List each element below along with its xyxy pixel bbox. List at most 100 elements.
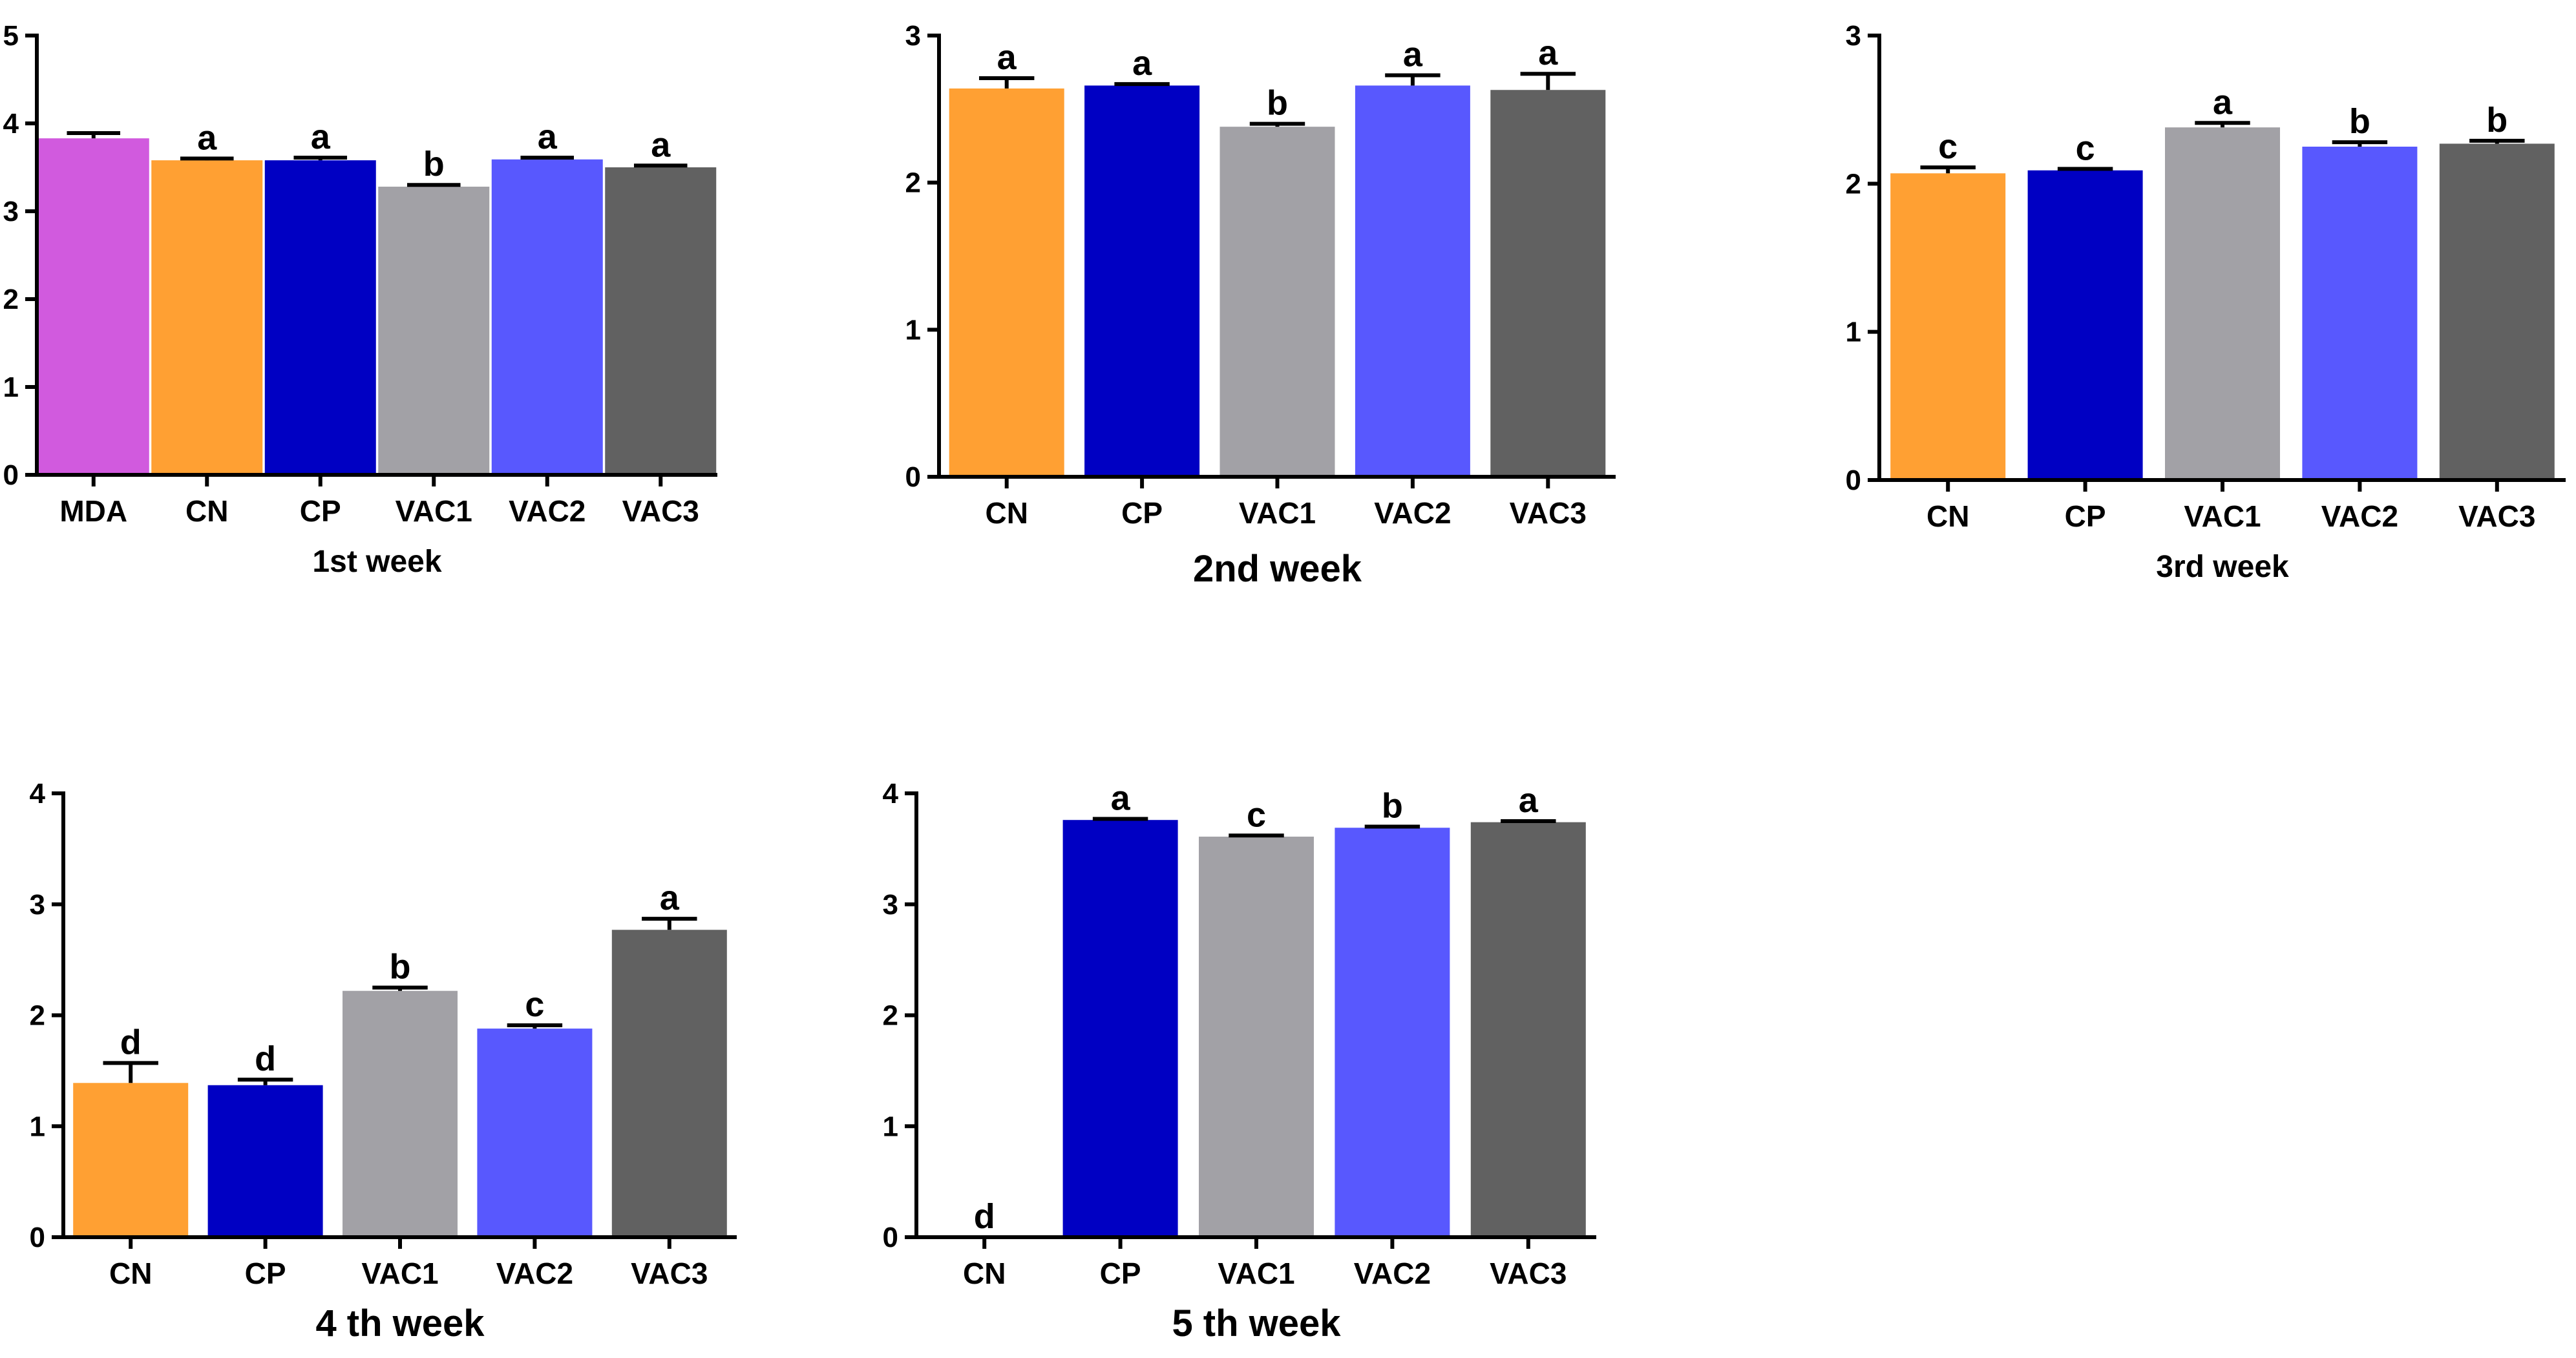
bar-cp: [1062, 820, 1178, 1237]
x-tick-label-cn: CN: [185, 494, 228, 528]
error-bar-cn: [180, 156, 234, 161]
y-tick-label: 4: [3, 108, 19, 140]
significance-label: d: [255, 1039, 276, 1078]
y-tick-label: 3: [905, 20, 921, 52]
error-bar-vac1: [1249, 121, 1305, 127]
error-bar-cn: [103, 1061, 158, 1083]
error-bar-vac1: [406, 183, 461, 187]
chart-panel-5: d a c b a 0 1 2 3 4 CN CP VAC1 VAC2 VAC3 5 th week: [883, 778, 1596, 1344]
bar-cn: [73, 1083, 189, 1237]
chart-panel-3: c c a b b 0 1 2 3 CN CP VAC1 VAC2 VAC3 3rd week: [1846, 20, 2566, 584]
chart-panel-1: a a b a a 0 1 2 3 4 5 MDA CN CP VAC1 VAC2 VAC3 1st week: [3, 20, 717, 579]
significance-label: b: [1267, 84, 1288, 123]
y-tick-label: 3: [3, 196, 19, 227]
significance-label: c: [1247, 795, 1266, 834]
significance-label: b: [2349, 102, 2370, 141]
y-tick-label: 0: [905, 461, 921, 493]
x-tick-label-cn: CN: [1927, 499, 1969, 533]
significance-label: b: [423, 145, 445, 183]
significance-label: a: [538, 118, 558, 156]
bar-vac1: [378, 186, 490, 475]
x-tick-label-cp: CP: [300, 494, 341, 528]
bar-cp: [207, 1085, 323, 1237]
error-bar-vac3: [1501, 819, 1556, 823]
y-tick-label: 2: [30, 1000, 45, 1032]
bar-cp: [1084, 85, 1200, 477]
y-tick-label: 3: [883, 889, 898, 921]
y-tick-label: 2: [883, 1000, 898, 1032]
bar-vac3: [1470, 822, 1586, 1237]
y-tick-label: 1: [905, 314, 921, 346]
y-tick-label: 1: [1846, 317, 1861, 348]
x-tick-label-cp: CP: [245, 1257, 286, 1290]
bar-vac1: [2165, 127, 2280, 481]
bar-vac3: [1490, 90, 1606, 477]
significance-label: a: [1132, 44, 1152, 83]
bar-vac1: [1199, 836, 1314, 1237]
x-tick-label-vac1: VAC1: [2184, 499, 2261, 533]
error-bar-vac3: [633, 163, 688, 168]
error-bar-cn: [978, 76, 1035, 89]
x-tick-label-vac3: VAC3: [622, 494, 699, 528]
bar-cn: [151, 160, 263, 475]
x-tick-label-vac3: VAC3: [1510, 496, 1587, 530]
x-tick-label-vac2: VAC2: [2321, 499, 2398, 533]
x-tick-label-vac3: VAC3: [2458, 499, 2535, 533]
y-tick-label: 1: [3, 371, 19, 403]
significance-label: a: [197, 118, 217, 157]
bar-vac2: [1335, 828, 1450, 1237]
bar-vac3: [2439, 143, 2555, 480]
error-bar-cp: [1092, 817, 1148, 821]
significance-label: a: [651, 125, 671, 164]
x-axis-title: 3rd week: [2156, 550, 2289, 584]
error-bar-vac2: [507, 1023, 563, 1029]
x-tick-label-vac2: VAC2: [1354, 1257, 1431, 1290]
bar-vac3: [605, 167, 717, 475]
bar-vac3: [611, 930, 727, 1237]
error-bar-vac2: [2332, 140, 2388, 147]
bar-cn: [1890, 173, 2006, 480]
y-tick-label: 1: [30, 1111, 45, 1142]
x-axis-title: 4 th week: [315, 1302, 485, 1344]
x-tick-label-mda: MDA: [59, 494, 127, 528]
bar-vac2: [491, 159, 603, 475]
bar-cp: [264, 160, 376, 475]
x-tick-label-vac2: VAC2: [509, 494, 586, 528]
bar-vac2: [1355, 85, 1470, 477]
y-tick-label: 0: [1846, 465, 1861, 496]
chart-panel-2: a a b a a 0 1 2 3 CN CP VAC1 VAC2 VAC3 2nd week: [905, 20, 1616, 590]
bar-vac2: [2302, 147, 2418, 480]
error-bar-vac2: [520, 156, 575, 160]
error-bar-cp: [237, 1078, 293, 1085]
significance-label: a: [311, 118, 331, 156]
significance-label: c: [1938, 127, 1958, 166]
significance-label: d: [120, 1023, 142, 1061]
error-bar-vac3: [2469, 138, 2525, 144]
y-tick-label: 4: [883, 778, 899, 810]
significance-label: c: [2076, 129, 2095, 167]
x-tick-label-cp: CP: [2065, 499, 2106, 533]
y-tick-label: 3: [30, 889, 45, 921]
x-tick-label-vac1: VAC1: [396, 494, 472, 528]
error-bar-vac1: [1229, 833, 1284, 838]
y-tick-label: 2: [3, 284, 19, 315]
error-bar-vac2: [1364, 824, 1420, 829]
chart-panel-4: d d b c a 0 1 2 3 4 CN CP VAC1 VAC2 VAC3 4 th week: [30, 778, 737, 1344]
error-bar-vac3: [1520, 72, 1576, 90]
bar-cn: [949, 88, 1064, 477]
y-tick-label: 1: [883, 1111, 898, 1142]
x-tick-label-vac2: VAC2: [1374, 496, 1451, 530]
x-tick-label-cp: CP: [1100, 1257, 1141, 1290]
significance-label: a: [997, 38, 1017, 77]
x-axis-title: 2nd week: [1193, 548, 1362, 590]
significance-label: b: [1382, 787, 1403, 826]
significance-label: b: [390, 948, 411, 987]
x-tick-label-cn: CN: [109, 1257, 152, 1290]
error-bar-vac1: [372, 985, 428, 991]
x-tick-label-vac3: VAC3: [631, 1257, 708, 1290]
error-bar-vac1: [2195, 121, 2250, 128]
y-tick-label: 3: [1846, 20, 1861, 52]
significance-label: a: [660, 879, 680, 917]
x-tick-label-vac3: VAC3: [1490, 1257, 1567, 1290]
